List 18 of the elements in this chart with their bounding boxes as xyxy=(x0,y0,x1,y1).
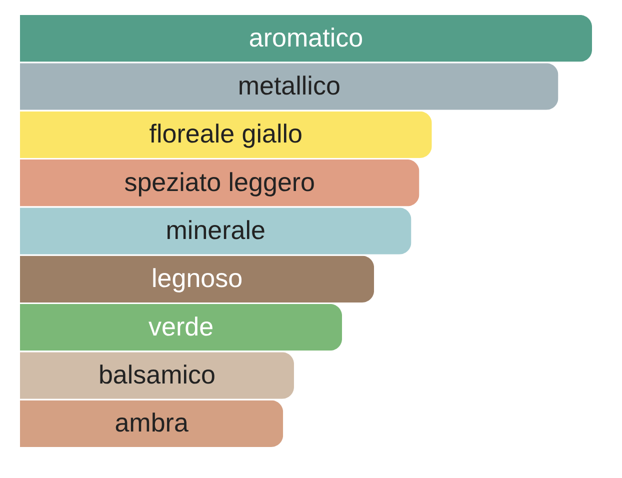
y-tick-label: aromatico xyxy=(248,22,364,52)
y-tick-label: speziato leggero xyxy=(124,166,316,197)
bar xyxy=(20,63,558,110)
bar xyxy=(20,159,420,206)
y-tick-label: floreale giallo xyxy=(149,118,303,149)
bar xyxy=(20,111,432,158)
y-tick-label: verde xyxy=(148,311,214,342)
y-tick-label: legnoso xyxy=(151,263,243,294)
y-tick-label: ambra xyxy=(114,408,189,438)
bar xyxy=(20,208,412,254)
bar xyxy=(20,400,284,447)
bar xyxy=(20,304,342,351)
y-tick-label: metallico xyxy=(238,70,340,101)
bar xyxy=(20,352,294,399)
y-tick-label: balsamico xyxy=(98,359,216,390)
bar xyxy=(20,15,592,62)
y-tick-label: minerale xyxy=(166,215,266,245)
bar xyxy=(20,256,374,303)
